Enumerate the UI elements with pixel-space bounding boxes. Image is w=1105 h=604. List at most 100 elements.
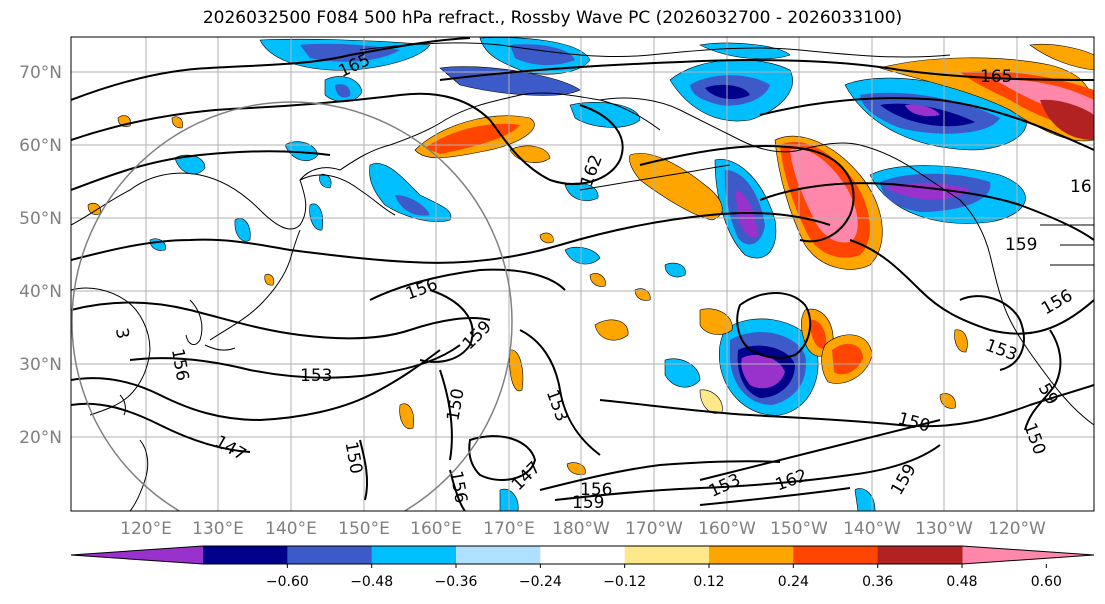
contour-labels: 165 165 162 16 159 156 156 159 153 156 1… [111,50,1092,513]
negative-anomaly-area [854,488,876,511]
colorbar-outline [70,545,1095,565]
lon-label: 130°W [915,519,973,539]
contour-159 [71,150,331,191]
positive-anomaly-area [399,403,414,430]
contour-159-c [759,182,1094,241]
coastline-japan [209,229,301,341]
colorbar-tick-label: −0.48 [350,574,393,590]
latitude-labels: 70°N 60°N 50°N 40°N 30°N 20°N [19,63,62,448]
positive-anomaly-area [810,319,827,349]
plot-border [70,36,1095,512]
negative-anomaly-area [335,84,351,98]
colorbar-tick-label: 0.60 [1031,574,1062,590]
contour-label: 165 [980,67,1012,87]
contour-circleish [736,292,812,359]
contour-label: 159 [1005,235,1037,255]
colorbar-segment [287,546,373,564]
positive-anomaly-area [699,308,733,335]
negative-anomaly-area [510,44,575,66]
contour-label: 156 [580,480,612,500]
longitude-labels: 120°E 130°E 140°E 150°E 160°E 170°E 180°… [120,519,1046,539]
contour-153-c [519,329,601,456]
colorbar-tick-label: −0.36 [435,574,478,590]
lat-label: 30°N [19,355,62,375]
positive-anomaly-area [425,123,520,154]
lat-label: 20°N [19,428,62,448]
negative-anomaly-area [369,163,452,222]
colorbar: −0.60 −0.48 −0.36 −0.24 −0.12 0.12 0.24 0.36 0.4… [70,545,1095,590]
colorbar-segment [456,546,541,564]
coastline-china [71,287,151,416]
positive-anomaly-area [954,329,968,353]
lon-label: 160°E [410,519,462,539]
lon-label: 120°E [120,519,172,539]
contour-na-loop [959,295,1025,371]
coastlines [71,42,1094,511]
colorbar-segment [877,546,963,564]
contour-150 [71,349,441,422]
contour-147 [71,402,251,453]
negative-anomaly-area [564,246,601,265]
lon-label: 150°W [770,519,828,539]
lon-label: 140°W [843,519,901,539]
contour-156-b [369,268,566,301]
contour-label: 3 [111,326,133,340]
colorbar-segment [793,546,879,564]
contour-150-d [599,384,1094,428]
coastline-arctic [359,42,951,58]
contour-label: 16 [1070,177,1092,197]
contour-162-b2 [699,487,851,506]
lat-label: 50°N [19,209,62,229]
coastline-korea [185,299,203,346]
positive-anomaly-area [509,349,524,392]
negative-anomaly-area [439,66,581,96]
contour-153-b [129,344,461,379]
negative-anomaly-area [905,104,940,117]
positive-anomaly-area [264,273,275,286]
reference-circle [71,101,513,511]
contour-150-c [359,439,369,501]
coastline-japan-south [204,344,236,351]
negative-anomaly-area [234,218,251,242]
lat-label: 70°N [19,63,62,83]
colorbar-tick-label: −0.12 [603,574,646,590]
colorbar-tick-label: 0.12 [693,574,724,590]
coastline-aleutians [579,164,731,191]
graticule [71,37,1094,511]
contour-156-c [419,289,474,363]
negative-anomaly-area [174,154,206,175]
positive-anomaly-area [1029,43,1094,71]
colorbar-segment [371,546,457,564]
plot-title: 2026032500 F084 500 hPa refract., Rossby… [202,8,903,28]
colorbar-segment [203,546,288,564]
lon-label: 140°E [265,519,317,539]
lat-label: 40°N [19,282,62,302]
contour-147-b [468,435,537,481]
negative-anomaly-area [284,141,319,162]
negative-anomaly-area [664,358,701,388]
contour-165-b [439,59,1094,81]
contour-162 [71,92,624,185]
negative-anomaly-area [741,354,785,389]
colorbar-segment [624,546,710,564]
contour-156-f [539,460,781,491]
positive-anomaly-area [171,116,183,129]
coastline-na [959,199,1094,426]
contour-label: 159 [572,493,604,513]
coastline-asia [71,92,661,230]
coastline-taiwan [119,394,126,416]
lon-label: 160°W [698,519,756,539]
contour-156 [71,212,831,264]
lat-label: 60°N [19,136,62,156]
anomaly-shading [87,37,1094,511]
contour-162-b [759,97,1094,151]
positive-anomaly-area [832,343,863,375]
colorbar-extend-low [71,546,203,564]
coastline-kamchatka [299,174,396,216]
contour-153-d [699,419,941,481]
positive-anomaly-area [634,288,651,301]
contour-165 [71,37,471,101]
positive-anomaly-area [589,273,606,287]
lon-label: 170°W [625,519,683,539]
